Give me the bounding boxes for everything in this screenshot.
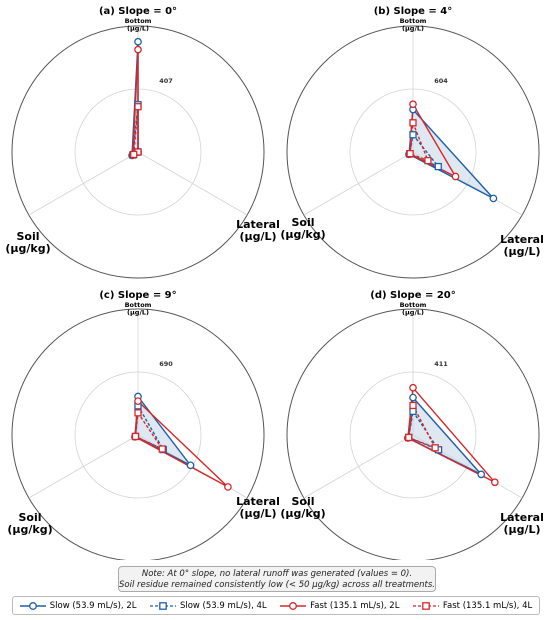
note-line-2: Soil residue remained consistently low (…: [119, 580, 435, 590]
radar-series-fast-135-1-ml-s-4l: [408, 404, 436, 449]
legend-item-slow-4l: Slow (53.9 mL/s), 4L: [149, 600, 267, 611]
radar-axis-label-soil: Soil (μg/kg): [5, 230, 50, 255]
radar-point-fast-135-1-ml-s-2l: [490, 478, 499, 487]
radar-area-slow-53-9-ml-s-2l: [407, 397, 482, 475]
radar-point-fast-135-1-ml-s-4l: [431, 444, 439, 452]
radar-title: (d) Slope = 20°: [370, 290, 455, 301]
radar-series-fast-135-1-ml-s-2l: [134, 400, 229, 488]
radar-panel-1: 407 (a) Slope = 0°Bottom (μg/L) Lateral (μg/…: [5, 6, 280, 279]
radar-point-slow-53-9-ml-s-4l: [409, 131, 417, 139]
radar-title: (a) Slope = 0°: [99, 6, 177, 17]
legend-item-fast-2l: Fast (135.1 mL/s), 2L: [280, 601, 399, 611]
radar-point-fast-135-1-ml-s-4l: [130, 150, 138, 159]
radar-point-fast-135-1-ml-s-2l: [134, 45, 142, 54]
radar-point-fast-135-1-ml-s-2l: [409, 383, 417, 392]
radar-tick-label: 411: [434, 360, 448, 368]
radar-tick-label: 690: [159, 360, 173, 368]
legend-item-slow-2l: Slow (53.9 mL/s), 2L: [19, 600, 137, 611]
legend-label: Slow (53.9 mL/s), 4L: [179, 600, 267, 611]
radar-spoke: [303, 434, 414, 499]
note-box: Note: At 0° slope, no lateral runoff was…: [118, 566, 436, 592]
radar-panel-3: 690 (c) Slope = 9°Bottom (μg/L) Lateral (μg/…: [7, 290, 280, 560]
radar-series-fast-135-1-ml-s-2l: [408, 103, 457, 178]
radar-point-slow-53-9-ml-s-2l: [489, 194, 498, 203]
radar-point-fast-135-1-ml-s-2l: [134, 397, 142, 406]
radar-axis-label-bottom: Bottom (μg/L): [400, 17, 427, 33]
radar-point-fast-135-1-ml-s-4l: [405, 433, 413, 442]
radar-axis-label-lateral: Lateral (μg/L): [500, 233, 544, 258]
legend-label: Fast (135.1 mL/s), 4L: [442, 600, 533, 611]
radar-figure: 407(a) Slope = 0°Bottom (μg/L)Lateral (μg/…: [5, 6, 544, 560]
radar-axis-label-soil: Soil (μg/kg): [280, 216, 325, 241]
radar-axis-label-lateral: Lateral (μg/L): [236, 218, 280, 243]
radar-point-fast-135-1-ml-s-4l: [131, 432, 140, 441]
radar-point-fast-135-1-ml-s-4l: [134, 409, 142, 417]
legend-swatch-square-dashed: [149, 601, 176, 610]
radar-title: (c) Slope = 9°: [99, 290, 176, 301]
radar-point-slow-53-9-ml-s-2l: [477, 470, 486, 479]
radar-point-slow-53-9-ml-s-2l: [186, 461, 195, 470]
radar-point-fast-135-1-ml-s-4l: [409, 119, 417, 127]
legend-swatch-circle-solid: [19, 601, 46, 610]
radar-spoke: [303, 151, 414, 216]
radar-point-fast-135-1-ml-s-4l: [134, 103, 142, 111]
radar-panel-2: 604 (b) Slope = 4°Bottom (μg/L) Lateral (μg/…: [280, 6, 544, 279]
radar-series-fast-135-1-ml-s-4l: [134, 412, 163, 450]
radar-point-fast-135-1-ml-s-2l: [451, 172, 460, 181]
radar-point-fast-135-1-ml-s-2l: [224, 483, 232, 491]
radar-point-slow-53-9-ml-s-2l: [134, 37, 142, 46]
radar-point-fast-135-1-ml-s-4l: [424, 156, 432, 165]
legend-label: Fast (135.1 mL/s), 2L: [310, 600, 400, 611]
radar-point-slow-53-9-ml-s-4l: [434, 162, 442, 171]
legend-swatch-circle-solid-red: [280, 601, 307, 610]
radar-spoke: [137, 151, 248, 216]
radar-axis-label-lateral: Lateral (μg/L): [236, 495, 280, 520]
radar-point-fast-135-1-ml-s-4l: [158, 445, 166, 453]
radar-tick-label: 407: [159, 77, 173, 85]
radar-axis-label-soil: Soil (μg/kg): [280, 495, 325, 520]
radar-axis-label-bottom: Bottom (μg/L): [125, 17, 152, 33]
legend-item-fast-4l: Fast (135.1 mL/s), 4L: [412, 600, 533, 611]
legend-label: Slow (53.9 mL/s), 2L: [49, 600, 137, 611]
radar-area-slow-53-9-ml-s-2l: [409, 109, 494, 199]
radar-point-slow-53-9-ml-s-2l: [409, 393, 417, 402]
radar-spoke: [28, 434, 139, 499]
radar-axis-label-lateral: Lateral (μg/L): [500, 511, 544, 536]
radar-panel-4: 411 (d) Slope = 20°Bottom (μg/L) Lateral (μg…: [280, 290, 544, 560]
radar-point-fast-135-1-ml-s-4l: [406, 150, 414, 158]
note-line-1: Note: At 0° slope, no lateral runoff was…: [141, 569, 413, 579]
radar-axis-label-soil: Soil (μg/kg): [7, 511, 52, 536]
legend: Slow (53.9 mL/s), 2L Slow (53.9 mL/s), 4…: [12, 596, 540, 615]
radar-point-fast-135-1-ml-s-2l: [409, 100, 417, 109]
radar-axis-label-bottom: Bottom (μg/L): [125, 301, 152, 317]
legend-swatch-square-dashed-red: [412, 601, 439, 610]
radar-axis-label-bottom: Bottom (μg/L): [400, 301, 427, 317]
radar-title: (b) Slope = 4°: [374, 6, 453, 17]
radar-point-slow-53-9-ml-s-4l: [409, 407, 417, 416]
radar-spoke: [28, 151, 139, 216]
radar-point-fast-135-1-ml-s-4l: [409, 401, 417, 410]
radar-tick-label: 604: [434, 77, 448, 85]
